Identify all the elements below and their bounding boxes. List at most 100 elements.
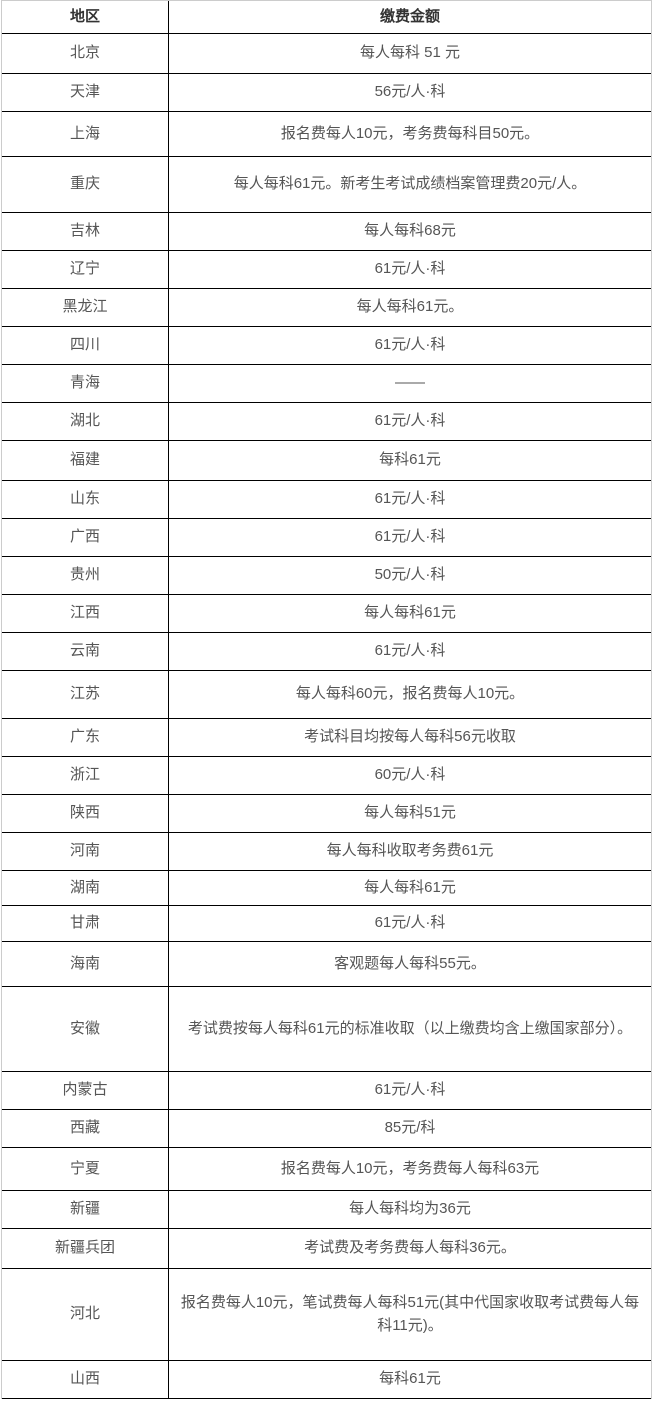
region-cell: 湖北 (2, 403, 169, 441)
table-row: 河南 每人每科收取考务费61元 (2, 833, 651, 871)
region-cell: 山东 (2, 481, 169, 519)
fee-cell: 每人每科61元 (169, 871, 651, 906)
region-cell: 陕西 (2, 795, 169, 833)
table-row: 吉林 每人每科68元 (2, 213, 651, 251)
fee-cell: 报名费每人10元，考务费每科目50元。 (169, 112, 651, 157)
table-row: 新疆 每人每科均为36元 (2, 1191, 651, 1229)
table-row: 内蒙古 61元/人·科 (2, 1072, 651, 1110)
table-row: 甘肃 61元/人·科 (2, 906, 651, 942)
fee-cell: 每科61元 (169, 441, 651, 481)
fee-cell: 每人每科61元。 (169, 289, 651, 327)
region-cell: 内蒙古 (2, 1072, 169, 1110)
region-cell: 湖南 (2, 871, 169, 906)
table-row: 广东 考试科目均按每人每科56元收取 (2, 719, 651, 757)
region-cell: 北京 (2, 34, 169, 74)
region-cell: 山西 (2, 1361, 169, 1399)
fee-table-header: 地区 缴费金额 (2, 1, 651, 34)
table-row: 湖南 每人每科61元 (2, 871, 651, 906)
fee-cell: 每人每科均为36元 (169, 1191, 651, 1229)
fee-cell: 61元/人·科 (169, 327, 651, 365)
table-row: 安徽 考试费按每人每科61元的标准收取（以上缴费均含上缴国家部分）。 (2, 987, 651, 1072)
fee-cell: 61元/人·科 (169, 251, 651, 289)
table-row: 上海 报名费每人10元，考务费每科目50元。 (2, 112, 651, 157)
region-cell: 广东 (2, 719, 169, 757)
fee-cell: 61元/人·科 (169, 519, 651, 557)
region-cell: 上海 (2, 112, 169, 157)
region-cell: 河北 (2, 1269, 169, 1361)
fee-cell: 每人每科收取考务费61元 (169, 833, 651, 871)
fee-column-header: 缴费金额 (169, 1, 651, 34)
table-row: 重庆 每人每科61元。新考生考试成绩档案管理费20元/人。 (2, 157, 651, 213)
fee-table-body: 北京 每人每科 51 元 天津 56元/人·科 上海 报名费每人10元，考务费每… (2, 34, 651, 1399)
region-cell: 吉林 (2, 213, 169, 251)
header-row: 地区 缴费金额 (2, 1, 651, 34)
region-cell: 新疆兵团 (2, 1229, 169, 1269)
fee-cell: 每人每科68元 (169, 213, 651, 251)
fee-cell: 61元/人·科 (169, 403, 651, 441)
region-cell: 河南 (2, 833, 169, 871)
region-cell: 甘肃 (2, 906, 169, 942)
table-row: 贵州 50元/人·科 (2, 557, 651, 595)
fee-cell: 报名费每人10元，笔试费每人每科51元(其中代国家收取考试费每人每科11元)。 (169, 1269, 651, 1361)
table-row: 辽宁 61元/人·科 (2, 251, 651, 289)
fee-cell: 每人每科 51 元 (169, 34, 651, 74)
fee-cell: 每人每科51元 (169, 795, 651, 833)
table-row: 陕西 每人每科51元 (2, 795, 651, 833)
table-row: 湖北 61元/人·科 (2, 403, 651, 441)
table-row: 浙江 60元/人·科 (2, 757, 651, 795)
fee-cell: 85元/科 (169, 1110, 651, 1148)
table-row: 江苏 每人每科60元，报名费每人10元。 (2, 671, 651, 719)
region-cell: 天津 (2, 74, 169, 112)
table-row: 北京 每人每科 51 元 (2, 34, 651, 74)
region-cell: 海南 (2, 942, 169, 987)
region-cell: 福建 (2, 441, 169, 481)
region-cell: 辽宁 (2, 251, 169, 289)
region-cell: 浙江 (2, 757, 169, 795)
fee-cell: 61元/人·科 (169, 906, 651, 942)
fee-cell: 报名费每人10元，考务费每人每科63元 (169, 1148, 651, 1191)
table-row: 青海 —— (2, 365, 651, 403)
region-cell: 安徽 (2, 987, 169, 1072)
region-cell: 重庆 (2, 157, 169, 213)
table-row: 广西 61元/人·科 (2, 519, 651, 557)
fee-cell: —— (169, 365, 651, 403)
fee-cell: 考试费按每人每科61元的标准收取（以上缴费均含上缴国家部分）。 (169, 987, 651, 1072)
table-row: 四川 61元/人·科 (2, 327, 651, 365)
table-row: 山西 每科61元 (2, 1361, 651, 1399)
fee-cell: 每人每科61元 (169, 595, 651, 633)
table-row: 天津 56元/人·科 (2, 74, 651, 112)
region-cell: 广西 (2, 519, 169, 557)
table-row: 海南 客观题每人每科55元。 (2, 942, 651, 987)
fee-cell: 50元/人·科 (169, 557, 651, 595)
region-column-header: 地区 (2, 1, 169, 34)
table-row: 新疆兵团 考试费及考务费每人每科36元。 (2, 1229, 651, 1269)
region-cell: 江西 (2, 595, 169, 633)
fee-cell: 每科61元 (169, 1361, 651, 1399)
fee-cell: 61元/人·科 (169, 481, 651, 519)
fee-cell: 56元/人·科 (169, 74, 651, 112)
region-cell: 青海 (2, 365, 169, 403)
table-row: 河北 报名费每人10元，笔试费每人每科51元(其中代国家收取考试费每人每科11元… (2, 1269, 651, 1361)
region-cell: 云南 (2, 633, 169, 671)
fee-cell: 客观题每人每科55元。 (169, 942, 651, 987)
table-row: 福建 每科61元 (2, 441, 651, 481)
fee-cell: 考试科目均按每人每科56元收取 (169, 719, 651, 757)
table-row: 山东 61元/人·科 (2, 481, 651, 519)
fee-cell: 考试费及考务费每人每科36元。 (169, 1229, 651, 1269)
fee-cell: 61元/人·科 (169, 1072, 651, 1110)
region-cell: 黑龙江 (2, 289, 169, 327)
table-row: 宁夏 报名费每人10元，考务费每人每科63元 (2, 1148, 651, 1191)
table-row: 黑龙江 每人每科61元。 (2, 289, 651, 327)
fee-cell: 每人每科61元。新考生考试成绩档案管理费20元/人。 (169, 157, 651, 213)
region-cell: 江苏 (2, 671, 169, 719)
region-cell: 宁夏 (2, 1148, 169, 1191)
table-row: 西藏 85元/科 (2, 1110, 651, 1148)
table-row: 云南 61元/人·科 (2, 633, 651, 671)
table-row: 江西 每人每科61元 (2, 595, 651, 633)
region-cell: 西藏 (2, 1110, 169, 1148)
region-cell: 新疆 (2, 1191, 169, 1229)
fee-cell: 61元/人·科 (169, 633, 651, 671)
region-cell: 贵州 (2, 557, 169, 595)
fee-cell: 每人每科60元，报名费每人10元。 (169, 671, 651, 719)
